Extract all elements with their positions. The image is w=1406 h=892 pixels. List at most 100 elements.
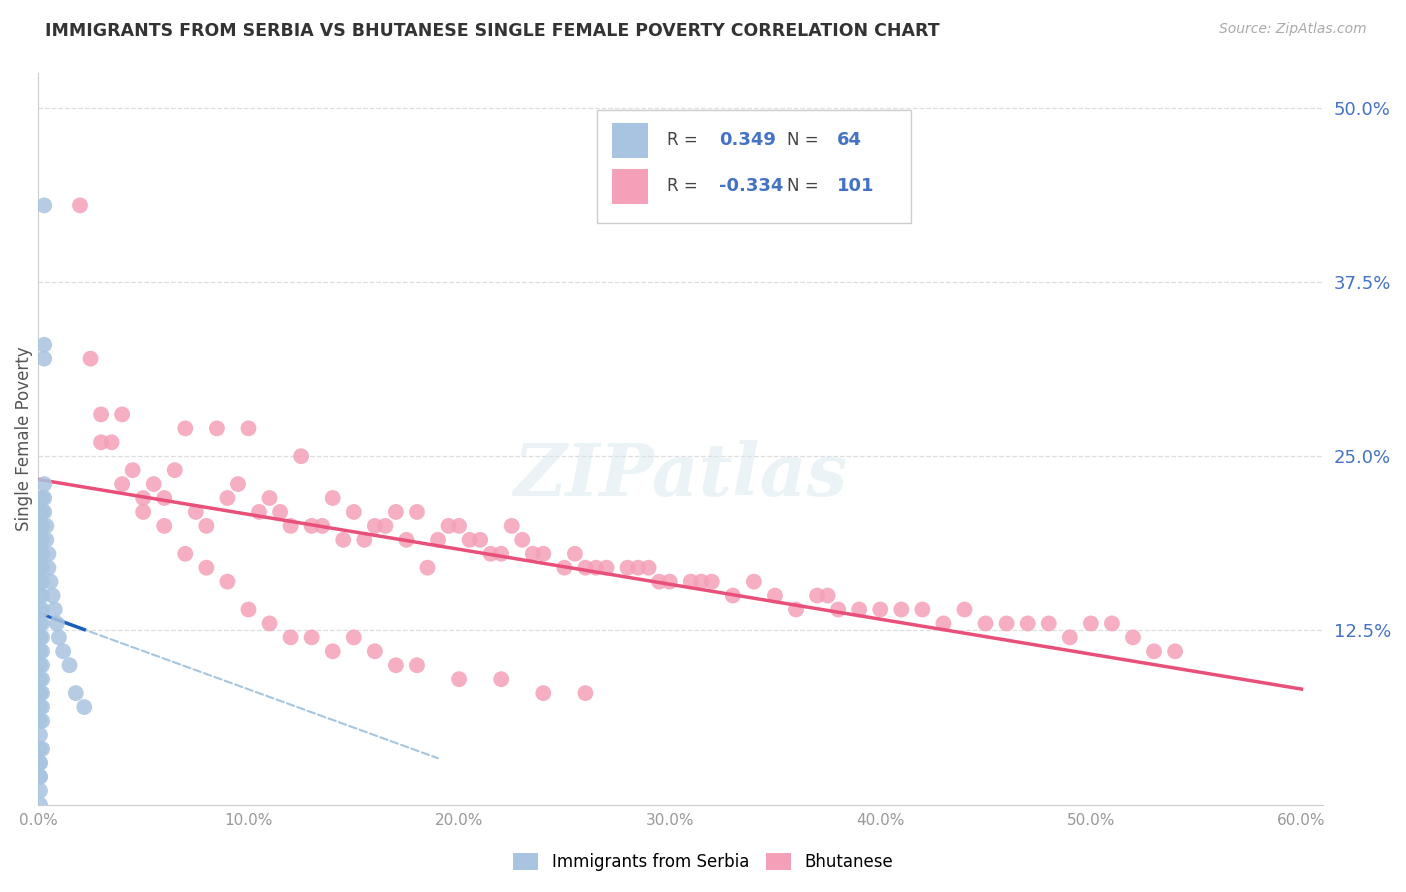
Point xyxy=(427,533,450,547)
FancyBboxPatch shape xyxy=(612,169,648,204)
Point xyxy=(44,602,66,616)
Point xyxy=(217,574,239,589)
Text: ZIPatlas: ZIPatlas xyxy=(513,440,848,511)
Point xyxy=(32,477,55,491)
Point xyxy=(28,686,51,700)
Point xyxy=(827,602,849,616)
Point xyxy=(259,616,281,631)
Point xyxy=(1164,644,1187,658)
Point xyxy=(174,547,197,561)
Point xyxy=(385,658,408,673)
Point xyxy=(280,519,302,533)
Point xyxy=(31,519,53,533)
Point xyxy=(121,463,143,477)
Point xyxy=(31,589,53,603)
Point xyxy=(37,560,59,574)
Point xyxy=(69,198,91,212)
Point xyxy=(28,770,51,784)
Point xyxy=(52,644,75,658)
FancyBboxPatch shape xyxy=(596,110,911,223)
Point xyxy=(322,644,344,658)
Point xyxy=(343,631,366,645)
Point xyxy=(531,547,554,561)
Point xyxy=(28,797,51,812)
Point xyxy=(39,574,62,589)
Point xyxy=(374,519,396,533)
Point xyxy=(585,560,607,574)
Y-axis label: Single Female Poverty: Single Female Poverty xyxy=(15,346,32,531)
Point xyxy=(311,519,333,533)
Point xyxy=(28,547,51,561)
Point xyxy=(32,491,55,505)
Point xyxy=(226,477,249,491)
Point xyxy=(48,631,70,645)
Point xyxy=(73,700,96,714)
Point xyxy=(28,742,51,756)
Point xyxy=(437,519,460,533)
Point xyxy=(690,574,713,589)
Point xyxy=(195,519,218,533)
Text: Source: ZipAtlas.com: Source: ZipAtlas.com xyxy=(1219,22,1367,37)
Point xyxy=(31,533,53,547)
Point xyxy=(174,421,197,435)
Point xyxy=(28,756,51,770)
Point xyxy=(890,602,912,616)
Point xyxy=(32,337,55,351)
Point xyxy=(35,533,58,547)
Point xyxy=(111,477,134,491)
Text: N =: N = xyxy=(787,131,818,149)
Point xyxy=(41,589,63,603)
Text: R =: R = xyxy=(668,131,699,149)
Point xyxy=(416,560,439,574)
Point xyxy=(911,602,934,616)
Point xyxy=(458,533,481,547)
Point xyxy=(90,408,112,422)
Point xyxy=(58,658,80,673)
Text: R =: R = xyxy=(668,178,699,195)
Point xyxy=(28,700,51,714)
Point xyxy=(1101,616,1123,631)
Point xyxy=(1080,616,1102,631)
Point xyxy=(28,686,51,700)
Point xyxy=(31,574,53,589)
Point xyxy=(32,351,55,366)
Point xyxy=(28,616,51,631)
Point xyxy=(32,505,55,519)
Point xyxy=(616,560,638,574)
Point xyxy=(995,616,1018,631)
Point xyxy=(1038,616,1060,631)
Point xyxy=(700,574,723,589)
Point xyxy=(522,547,544,561)
Point xyxy=(31,505,53,519)
Point xyxy=(28,574,51,589)
Point xyxy=(269,505,291,519)
Point xyxy=(28,505,51,519)
Point xyxy=(406,658,429,673)
Point xyxy=(479,547,502,561)
Point xyxy=(974,616,997,631)
Point xyxy=(31,700,53,714)
Point xyxy=(574,560,596,574)
Point xyxy=(301,631,323,645)
Point xyxy=(31,631,53,645)
Point xyxy=(28,770,51,784)
Point xyxy=(449,672,471,686)
Point xyxy=(195,560,218,574)
Point xyxy=(31,616,53,631)
Point xyxy=(1122,631,1144,645)
Point xyxy=(553,560,575,574)
Point xyxy=(100,435,122,450)
Point xyxy=(31,547,53,561)
FancyBboxPatch shape xyxy=(612,123,648,158)
Point xyxy=(564,547,586,561)
Point xyxy=(28,533,51,547)
Point xyxy=(1143,644,1166,658)
Point xyxy=(353,533,375,547)
Point xyxy=(343,505,366,519)
Point xyxy=(721,589,744,603)
Point xyxy=(953,602,976,616)
Point xyxy=(28,658,51,673)
Point xyxy=(763,589,786,603)
Point xyxy=(31,644,53,658)
Point xyxy=(648,574,671,589)
